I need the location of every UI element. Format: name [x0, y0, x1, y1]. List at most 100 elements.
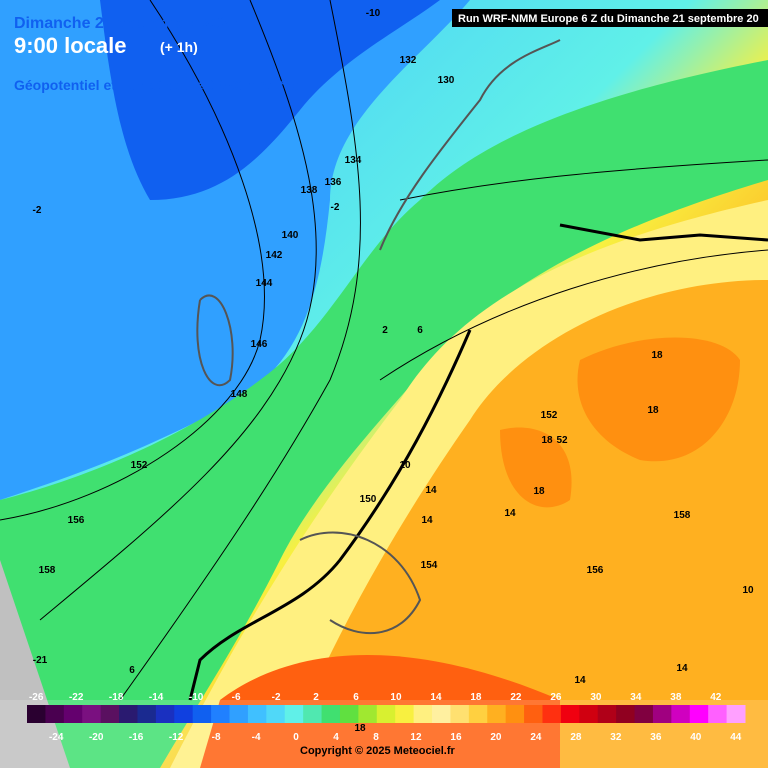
scale-label: -22	[69, 692, 84, 703]
scale-cell	[505, 705, 525, 723]
contour-label: 146	[251, 339, 268, 350]
contour-label: 14	[574, 675, 586, 686]
scale-label: 34	[630, 692, 642, 703]
run-banner	[452, 9, 768, 27]
scale-cell	[708, 705, 728, 723]
scale-cell	[579, 705, 599, 723]
scale-cell	[358, 705, 378, 723]
front	[559, 223, 768, 242]
scale-label: -12	[169, 732, 184, 743]
scale-cell	[266, 705, 286, 723]
hot-core	[577, 337, 740, 462]
scale-label: -4	[252, 732, 261, 743]
scale-cell	[119, 705, 138, 723]
contour-label: 158	[39, 565, 56, 576]
scale-cell	[82, 705, 102, 723]
contour-label: 10	[399, 460, 411, 471]
scale-label: 16	[450, 732, 462, 743]
scale-label: 0	[293, 732, 299, 743]
scale-label: 14	[430, 692, 442, 703]
hot-core	[500, 427, 572, 508]
scale-cell	[321, 705, 341, 723]
time-offset: (+ 1h)	[160, 39, 198, 55]
contour-label: 18	[354, 723, 366, 734]
scale-cell	[671, 705, 691, 723]
scale-label: -10	[189, 692, 204, 703]
contour-label: 14	[676, 663, 688, 674]
contour-label: 10	[742, 585, 754, 596]
scale-label: 8	[373, 732, 379, 743]
scale-label: 20	[490, 732, 502, 743]
contour-label: 132	[400, 55, 417, 66]
scale-label: 4	[333, 732, 339, 743]
contour-label: -10	[366, 8, 381, 19]
scale-label: -20	[89, 732, 104, 743]
scale-cell	[689, 705, 709, 723]
contour-label: -2	[331, 202, 340, 213]
contour-label: 158	[674, 510, 691, 521]
scale-cell	[395, 705, 415, 723]
map-time: 9:00 locale	[14, 33, 127, 58]
scale-cell	[211, 705, 231, 723]
scale-label: -14	[149, 692, 164, 703]
scale-label: 40	[690, 732, 702, 743]
contour-label: 156	[68, 515, 85, 526]
scale-cell	[100, 705, 120, 723]
scale-cell	[63, 705, 83, 723]
scale-label: 30	[590, 692, 602, 703]
coastlines	[196, 39, 561, 634]
run-info: Run WRF-NMM Europe 6 Z du Dimanche 21 se…	[458, 13, 759, 25]
map-subtitle: Géopotentiel et Température à 850 hPa (°…	[14, 77, 299, 93]
scale-cell	[229, 705, 249, 723]
scale-label: 22	[510, 692, 522, 703]
scale-cell	[303, 705, 323, 723]
contours	[0, 0, 768, 701]
scale-label: 28	[570, 732, 582, 743]
scale-label: -26	[29, 692, 44, 703]
scale-cell	[468, 705, 488, 723]
scale-cell	[542, 705, 562, 723]
scale-cell	[155, 705, 175, 723]
scale-label: -24	[49, 732, 64, 743]
contour-label: 2	[382, 325, 388, 336]
scale-cell	[413, 705, 433, 723]
contour-label: 14	[421, 515, 433, 526]
scale-cell	[192, 705, 212, 723]
scale-label: -8	[212, 732, 221, 743]
contour-label: 14	[425, 485, 437, 496]
scale-cell	[432, 705, 451, 723]
contour-label: 152	[541, 410, 558, 421]
contour-label: 138	[301, 185, 318, 196]
scale-label: 44	[730, 732, 742, 743]
scale-cell	[45, 705, 65, 723]
contour-label: -2	[33, 205, 42, 216]
contour-label: 6	[129, 665, 135, 676]
scale-label: 2	[313, 692, 319, 703]
contour-label: 134	[345, 155, 362, 166]
scale-cell	[27, 705, 46, 723]
scale-label: 32	[610, 732, 622, 743]
scale-cell	[616, 705, 636, 723]
scale-label: 18	[470, 692, 482, 703]
contour-label: 140	[282, 230, 299, 241]
contour-label: 18	[651, 350, 663, 361]
scale-label: -16	[129, 732, 144, 743]
scale-label: 26	[550, 692, 562, 703]
scale-cell	[652, 705, 672, 723]
map-date: Dimanche 21 septembre 2025	[14, 15, 238, 32]
contour-label: 148	[231, 389, 248, 400]
scale-label: 42	[710, 692, 722, 703]
scale-label: -6	[232, 692, 241, 703]
scale-cell	[174, 705, 194, 723]
contour-label: -21	[33, 655, 48, 666]
contour-label: 6	[417, 325, 423, 336]
contour-label: 144	[256, 278, 273, 289]
contour-label: 18	[533, 486, 545, 497]
scale-cell	[726, 705, 746, 723]
scale-label: -2	[272, 692, 281, 703]
scale-cell	[487, 705, 507, 723]
scale-cell	[524, 705, 543, 723]
cold-core	[100, 0, 440, 200]
contour-label: 130	[438, 75, 455, 86]
